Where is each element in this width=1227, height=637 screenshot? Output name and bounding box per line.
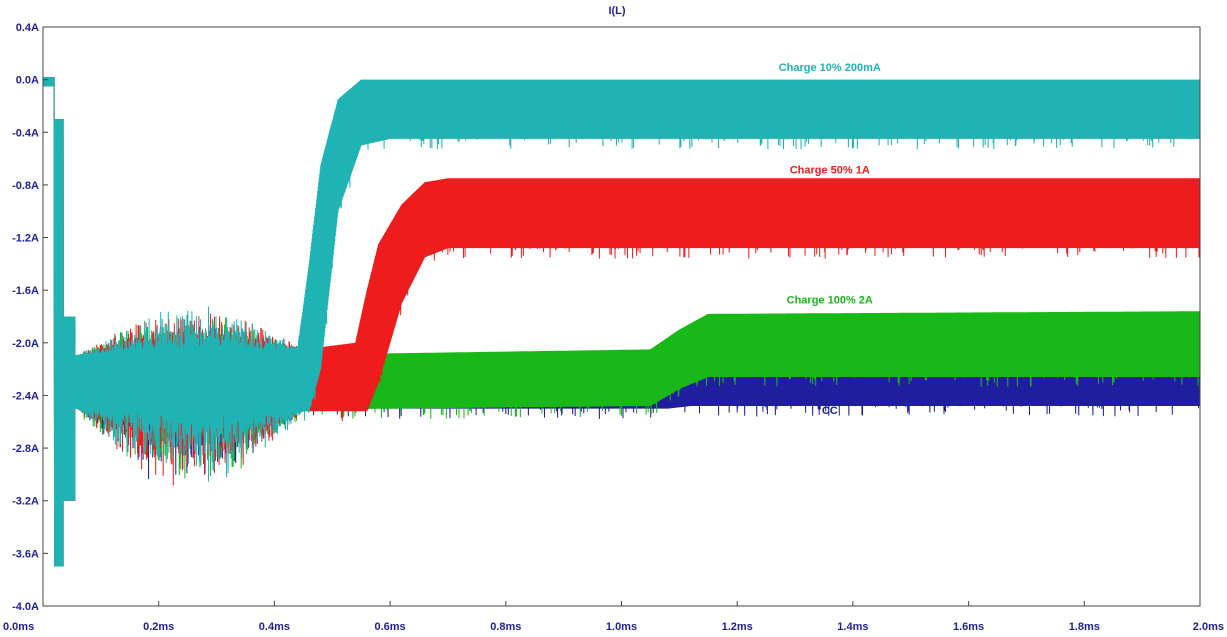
y-tick-label: -0.8A bbox=[12, 180, 39, 192]
series-label: CC bbox=[822, 405, 838, 417]
x-tick-label: 2.0ms bbox=[1193, 621, 1224, 633]
series-label: Charge 100% 2A bbox=[787, 294, 873, 306]
y-tick-label: -3.2A bbox=[12, 496, 39, 508]
x-tick-label: 0.6ms bbox=[374, 621, 405, 633]
y-tick-label: -2.0A bbox=[12, 338, 39, 350]
x-tick-label: 0.0ms bbox=[3, 621, 34, 633]
x-tick-label: 0.4ms bbox=[259, 621, 290, 633]
axes-layer bbox=[42, 26, 1201, 607]
y-tick-label: -0.4A bbox=[12, 127, 39, 139]
y-tick-label: -1.6A bbox=[12, 285, 39, 297]
traces-layer bbox=[42, 76, 1201, 567]
y-tick-label: -2.4A bbox=[12, 390, 39, 402]
chart-title: I(L) bbox=[608, 5, 625, 17]
x-tick-label: 1.2ms bbox=[722, 621, 753, 633]
labels-layer: 0.4A 0.0A -0.4A -0.8A -1.2A -1.6A -2.0A -2.4A -2… bbox=[3, 22, 1224, 633]
series-label: Charge 10% 200mA bbox=[779, 62, 881, 74]
x-tick-label: 1.6ms bbox=[953, 621, 984, 633]
y-tick-label: 0.0A bbox=[16, 75, 39, 87]
y-tick-label: -1.2A bbox=[12, 233, 39, 245]
x-tick-label: 0.8ms bbox=[490, 621, 521, 633]
series-label: Charge 50% 1A bbox=[790, 165, 870, 177]
y-tick-label: -2.8A bbox=[12, 443, 39, 455]
x-tick-label: 1.0ms bbox=[606, 621, 637, 633]
x-tick-label: 1.8ms bbox=[1069, 621, 1100, 633]
y-tick-label: 0.4A bbox=[16, 22, 39, 34]
y-tick-label: -3.6A bbox=[12, 548, 39, 560]
y-tick-label: -4.0A bbox=[12, 601, 39, 613]
x-tick-label: 0.2ms bbox=[143, 621, 174, 633]
x-tick-label: 1.4ms bbox=[837, 621, 868, 633]
